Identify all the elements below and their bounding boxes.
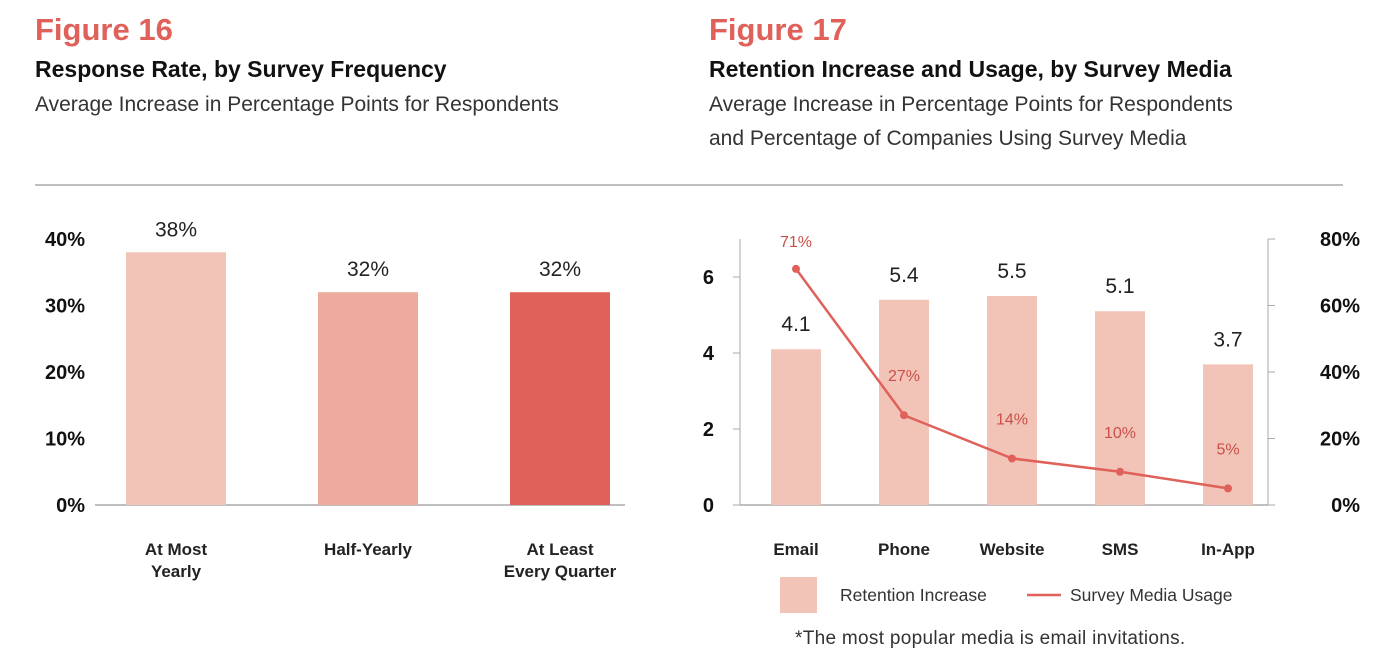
line-point [1224,484,1232,493]
line-label: 14% [996,411,1028,428]
y2-tick-label: 60% [1320,296,1360,318]
bar [987,296,1037,505]
chart-title: Response Rate, by Survey Frequency [35,56,447,82]
legend-label: Retention Increase [840,585,987,605]
line-label: 71% [780,234,812,251]
x-tick-label: At Least Every Quarter [503,540,617,581]
legend-label: Survey Media Usage [1070,585,1232,605]
data-label: 5.4 [889,264,919,287]
line-label: 10% [1104,425,1136,442]
bar [879,299,929,505]
bar [1095,311,1145,505]
line-point [1116,467,1124,476]
x-tick-label: Email [773,540,819,559]
y-tick-label: 20% [45,362,85,384]
y2-tick-label: 80% [1320,229,1360,251]
data-label: 3.7 [1213,328,1242,351]
data-label: 32% [539,258,581,281]
bar [318,292,418,505]
bar [126,252,226,505]
bar [1203,364,1253,505]
line-point [792,264,800,273]
y-tick-label: 0 [703,495,714,517]
footnote: *The most popular media is email invitat… [795,628,1186,649]
figure-label: Figure 17 [709,12,847,47]
chart-subtitle: Average Increase in Percentage Points fo… [35,93,559,116]
y-tick-label: 6 [703,267,714,289]
chart-title: Retention Increase and Usage, by Survey … [709,56,1232,82]
y-tick-label: 0% [56,495,85,517]
data-label: 5.5 [997,260,1026,283]
legend-swatch [780,577,817,613]
data-label: 38% [155,218,197,241]
x-tick-label: Half-Yearly [324,540,412,559]
x-tick-label: In-App [1201,540,1255,559]
bar [771,349,821,505]
x-tick-label: At Most Yearly [144,540,208,581]
y2-tick-label: 0% [1331,495,1360,517]
line-point [900,411,908,420]
y2-tick-label: 20% [1320,429,1360,451]
y-tick-label: 40% [45,229,85,251]
data-label: 32% [347,258,389,281]
y-tick-label: 2 [703,419,714,441]
line-label: 27% [888,368,920,385]
x-tick-label: Website [979,540,1045,559]
bar [510,292,610,505]
y-tick-label: 10% [45,429,85,451]
y2-tick-label: 40% [1320,362,1360,384]
data-label: 5.1 [1105,275,1134,298]
y-tick-label: 30% [45,296,85,318]
data-label: 4.1 [781,313,810,336]
line-point [1008,454,1016,463]
chart-subtitle: Average Increase in Percentage Points fo… [709,93,1233,150]
x-tick-label: Phone [878,540,930,559]
x-tick-label: SMS [1101,540,1139,559]
line-label: 5% [1216,441,1239,458]
figure-label: Figure 16 [35,12,173,47]
y-tick-label: 4 [703,343,715,365]
